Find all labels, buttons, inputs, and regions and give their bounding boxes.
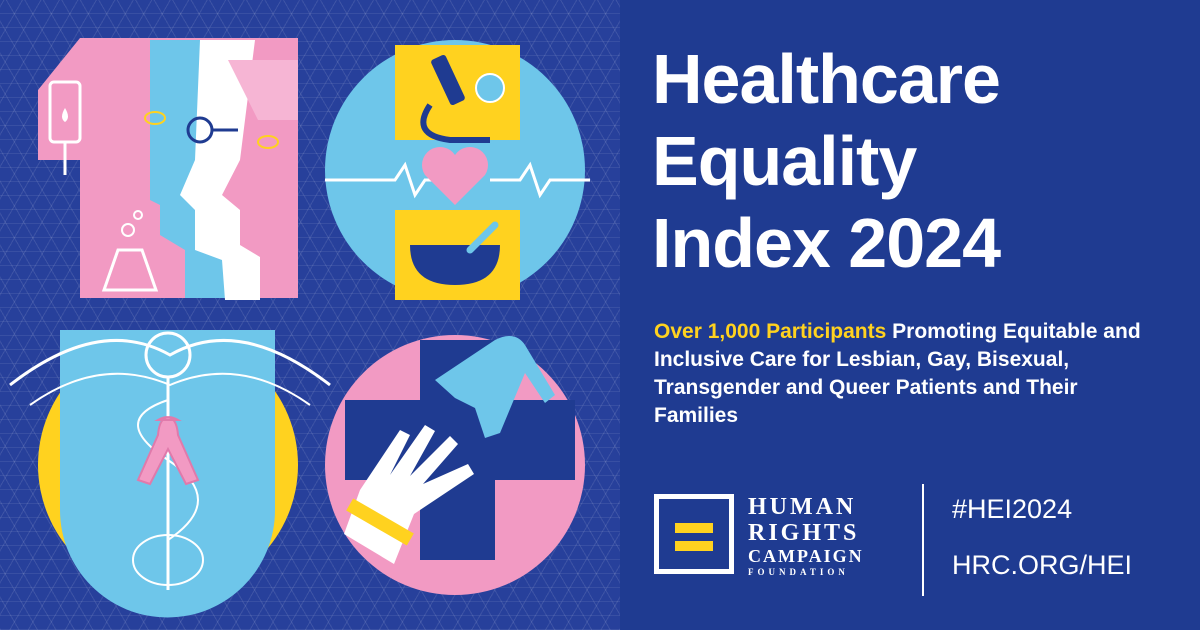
title-line-2: Equality [652, 122, 917, 200]
text-panel: Healthcare Equality Index 2024 Over 1,00… [640, 0, 1185, 630]
hands-cross-illustration [325, 335, 585, 595]
org-name-line-2: RIGHTS [748, 520, 860, 546]
website-link[interactable]: HRC.ORG/HEI [952, 550, 1133, 580]
healthcare-illustration [9, 38, 590, 618]
faces-illustration [38, 38, 298, 300]
subtitle-highlight: Over 1,000 Participants [654, 320, 887, 343]
title-line-1: Healthcare [652, 40, 1001, 118]
org-name-line-4: FOUNDATION [748, 567, 849, 577]
illustration-panel [0, 0, 620, 630]
microscope-heart-illustration [325, 40, 590, 300]
footer-divider [922, 484, 924, 596]
hashtag: #HEI2024 [952, 494, 1073, 524]
subtitle: Over 1,000 Participants Promoting Equita… [654, 318, 1164, 430]
title-line-3: Index 2024 [652, 204, 1001, 282]
footer: HUMAN RIGHTS CAMPAIGN FOUNDATION #HEI202… [654, 484, 1174, 596]
org-name-line-1: HUMAN [748, 494, 857, 520]
page-title: Healthcare Equality Index 2024 [652, 38, 1001, 284]
subtitle-rest: Promoting Equitable and Inclusive Care f… [654, 320, 1141, 427]
hrc-equal-sign-logo [654, 494, 734, 574]
org-name-line-3: CAMPAIGN [748, 546, 864, 566]
org-name: HUMAN RIGHTS CAMPAIGN FOUNDATION [748, 494, 864, 578]
caduceus-ribbon-illustration [9, 330, 331, 618]
